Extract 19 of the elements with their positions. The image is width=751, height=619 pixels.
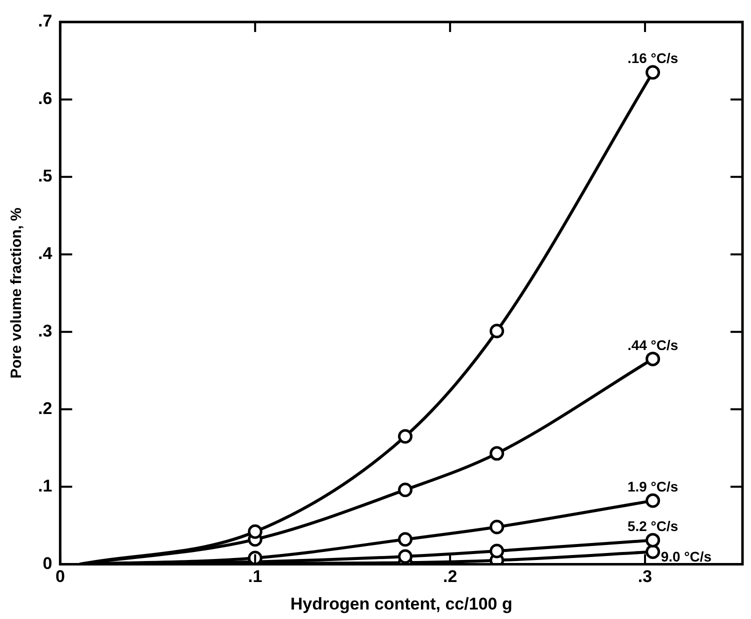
series-label: 1.9 °C/s (627, 478, 678, 495)
y-tick-label: 0 (42, 554, 52, 573)
x-tick-label: 0 (55, 567, 65, 586)
y-tick-label: .4 (38, 244, 53, 264)
series-label: 9.0 °C/s (660, 548, 712, 565)
x-tick-label: .1 (248, 567, 262, 586)
x-tick-label: .2 (442, 567, 458, 586)
y-tick-label: .1 (38, 476, 52, 496)
y-tick-label: .2 (38, 398, 52, 418)
x-tick-label: .3 (638, 567, 652, 586)
y-tick-label: .5 (38, 166, 52, 186)
x-axis-title: Hydrogen content, cc/100 g (290, 594, 512, 614)
y-tick-label: .6 (38, 89, 52, 108)
y-tick-label: .3 (38, 322, 52, 341)
y-tick-label: .7 (38, 12, 52, 31)
series-label: 5.2 °C/s (627, 518, 678, 534)
series-label: .44 °C/s (627, 336, 678, 353)
series-label: .16 °C/s (627, 50, 678, 66)
y-axis-title: Pore volume fraction, % (8, 208, 26, 379)
